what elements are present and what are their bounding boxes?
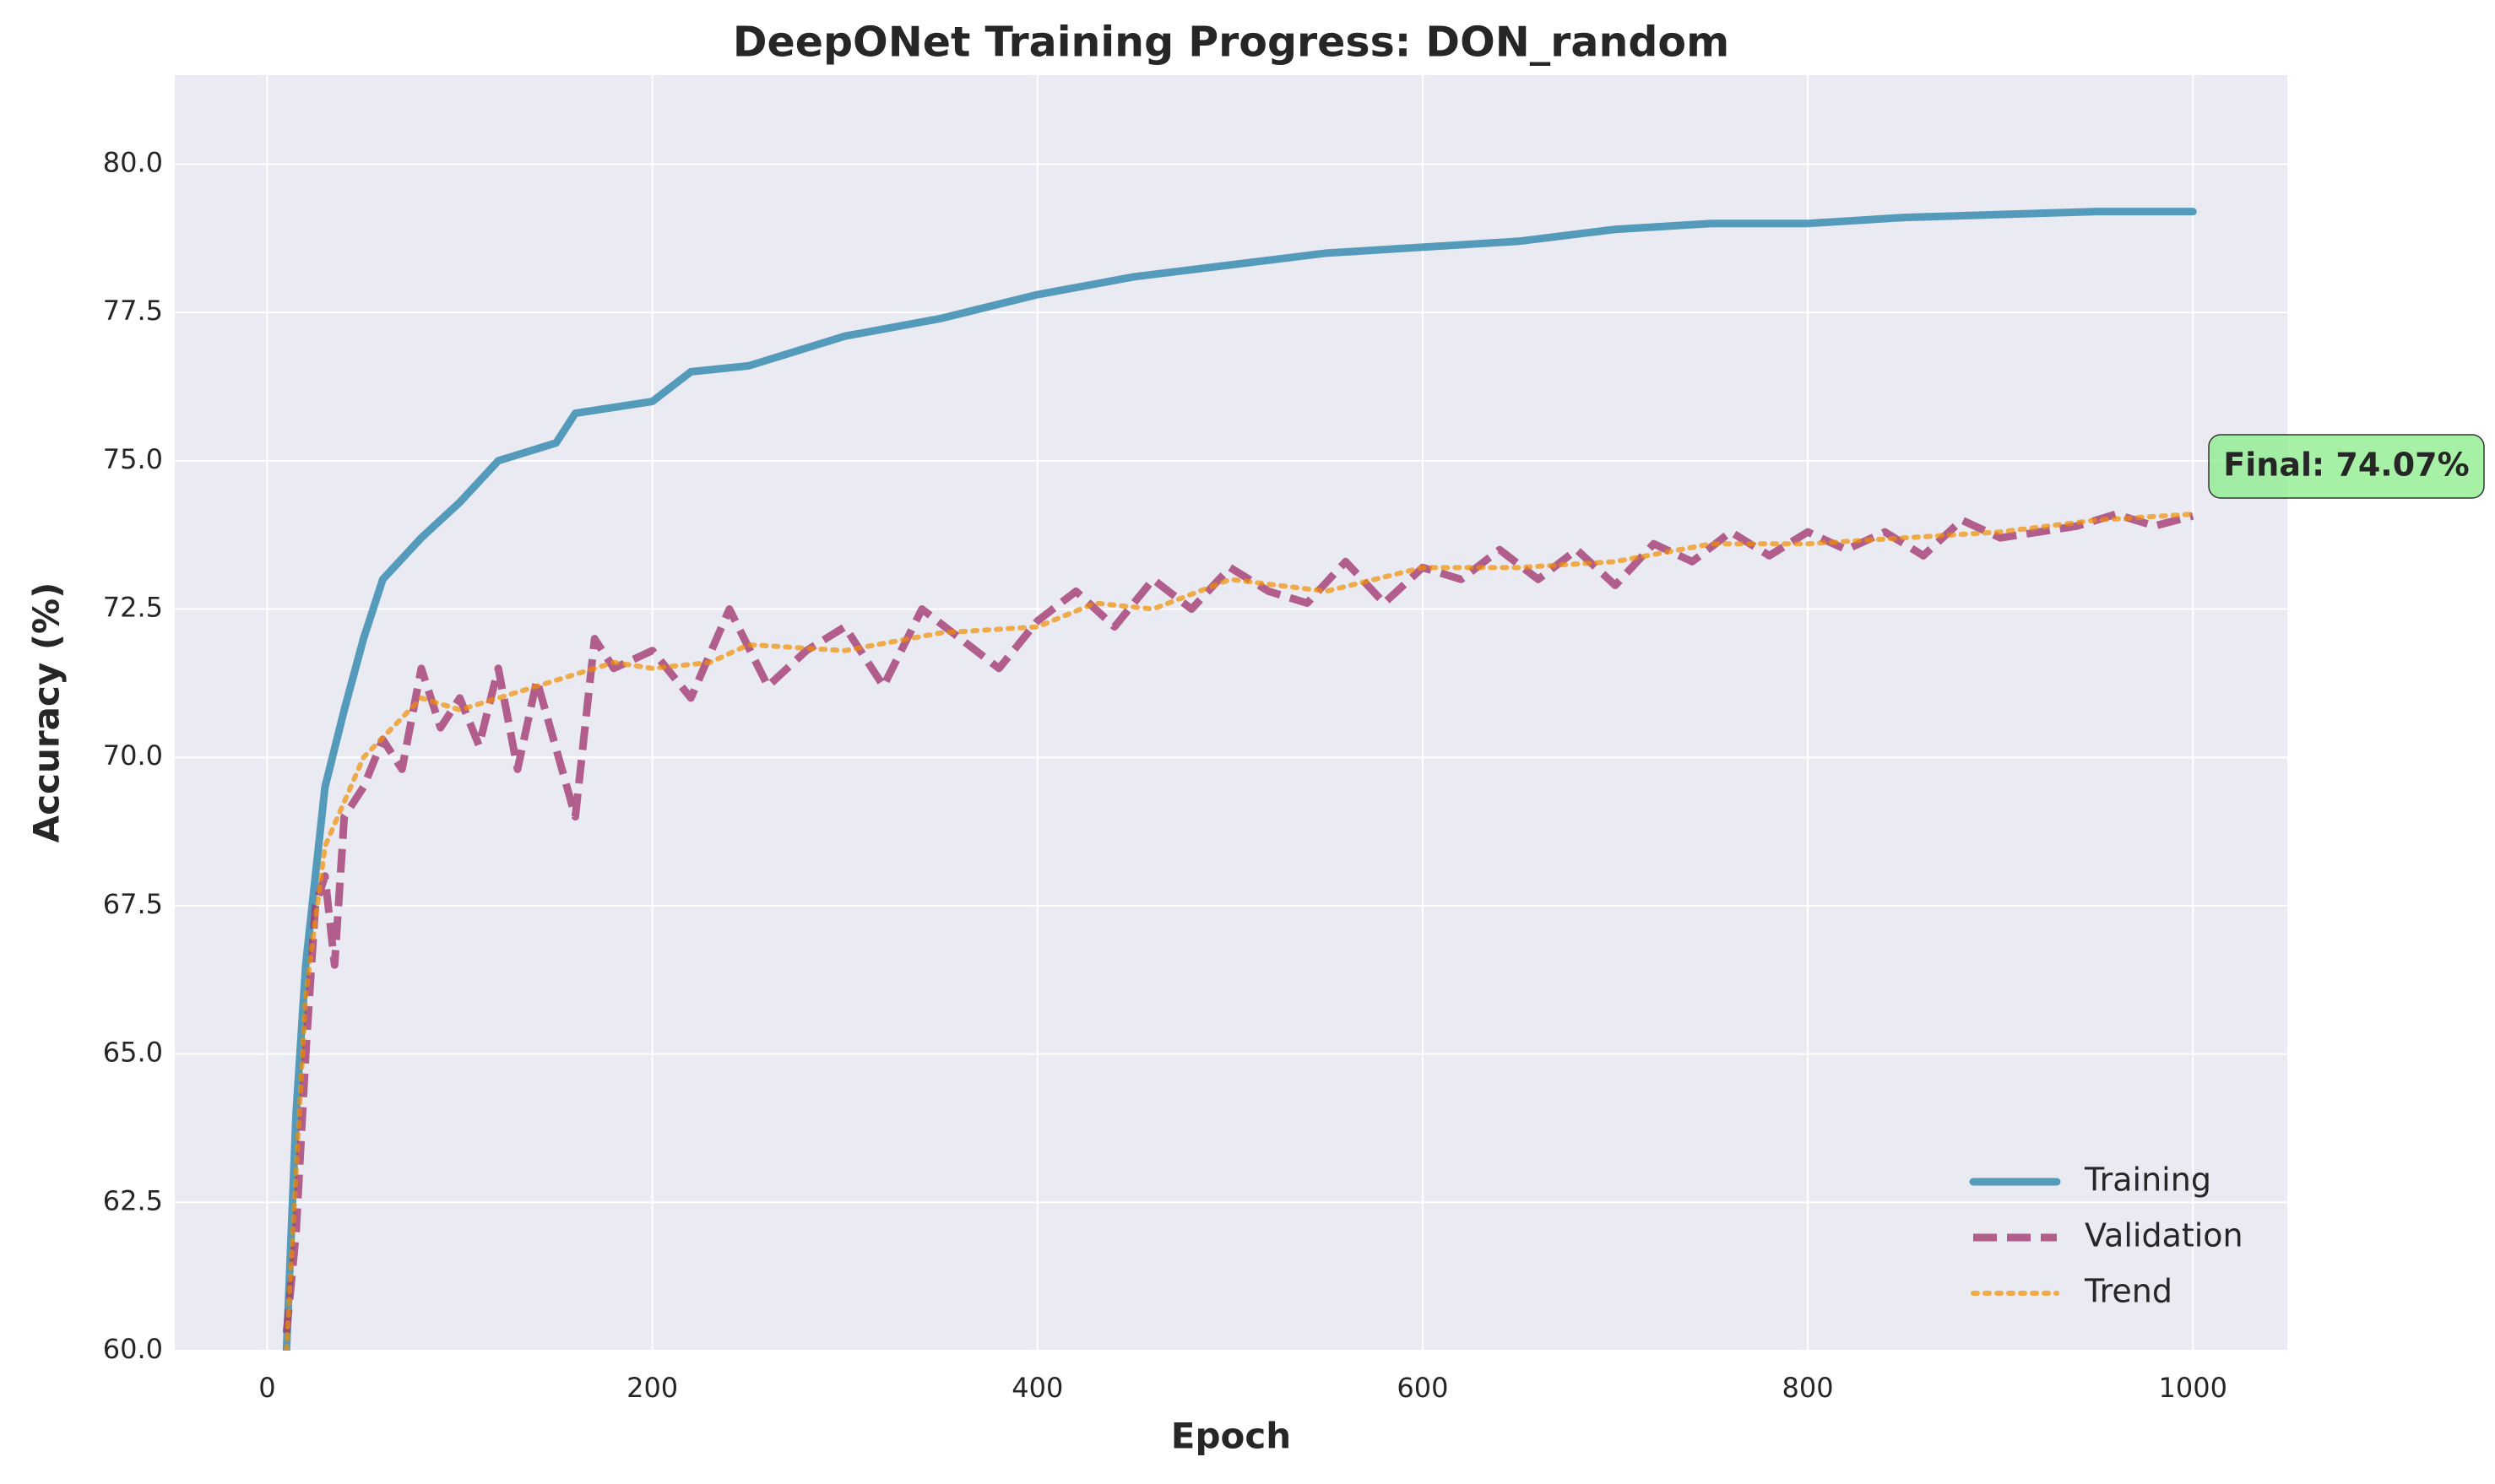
x-tick-label: 0 [258, 1372, 275, 1404]
y-axis-label: Accuracy (%) [26, 582, 68, 843]
x-tick-label: 400 [1012, 1372, 1063, 1404]
series-line [284, 512, 2196, 1351]
legend-label: Training [2084, 1162, 2211, 1199]
legend-label: Trend [2084, 1273, 2172, 1310]
x-tick-label: 800 [1782, 1372, 1834, 1404]
y-tick-label: 72.5 [103, 592, 163, 624]
y-tick-label: 67.5 [103, 888, 163, 920]
x-tick-label: 1000 [2159, 1372, 2227, 1404]
y-tick-label: 80.0 [103, 146, 163, 178]
annotation-box [2208, 434, 2485, 499]
annotation-text: Final: 74.07% [2223, 447, 2469, 484]
y-tick-label: 70.0 [103, 739, 163, 772]
x-tick-label: 600 [1397, 1372, 1448, 1404]
x-axis-label: Epoch [1171, 1416, 1291, 1457]
y-tick-label: 60.0 [103, 1333, 163, 1365]
x-tick-label: 200 [626, 1372, 678, 1404]
legend-label: Validation [2085, 1217, 2243, 1254]
annotation: Final: 74.07% [2208, 434, 2485, 499]
y-tick-label: 65.0 [103, 1037, 163, 1069]
y-tick-label: 77.5 [103, 295, 163, 327]
series-line [282, 208, 2197, 1351]
chart-title: DeepONet Training Progress: DON_random [733, 19, 1729, 67]
y-tick-label: 75.0 [103, 443, 163, 475]
plot-area [175, 75, 2287, 1351]
series-line [282, 510, 2194, 1334]
y-tick-label: 62.5 [103, 1184, 163, 1216]
